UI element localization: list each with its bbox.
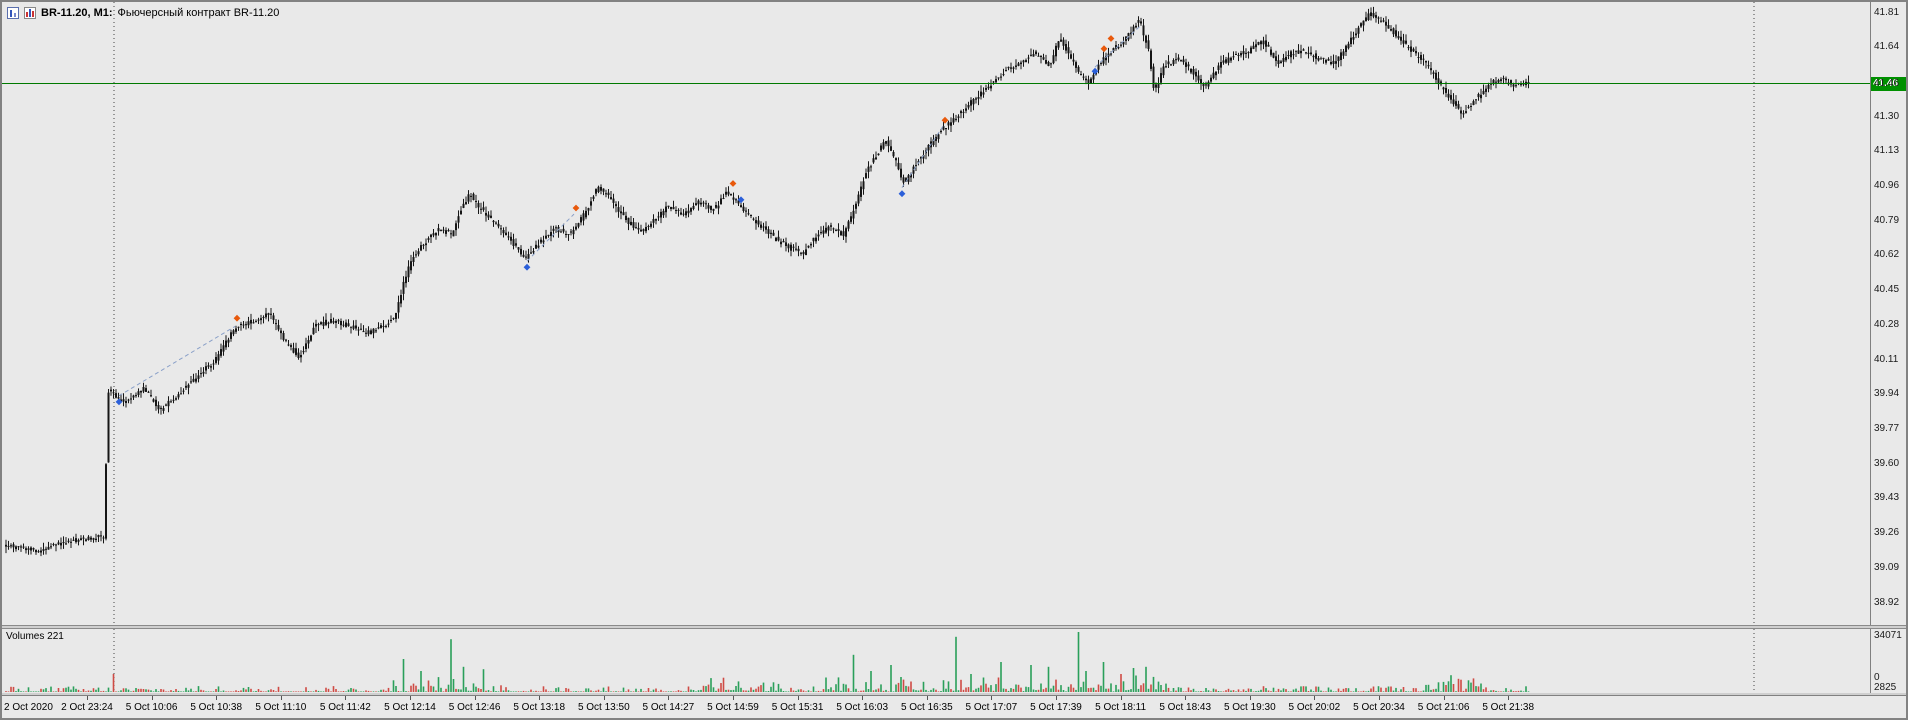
time-axis-label: 5 Oct 15:31 [771, 702, 824, 713]
current-price-tag: 41.46 [1871, 76, 1906, 91]
time-axis-tick [216, 696, 218, 700]
pane-splitter[interactable] [2, 625, 1906, 629]
time-axis-tick [603, 696, 605, 700]
signal-marker-red [729, 180, 737, 187]
time-axis-tick [87, 696, 88, 700]
price-tick-label: 40.79 [1874, 214, 1900, 226]
time-axis-tick [1120, 696, 1122, 700]
time-axis-tick [1443, 696, 1445, 700]
time-axis-label: 5 Oct 16:03 [836, 702, 889, 713]
time-axis-label: 5 Oct 12:46 [448, 702, 501, 713]
time-axis-label: 5 Oct 21:38 [1482, 702, 1535, 713]
price-tick-label: 39.60 [1874, 457, 1900, 469]
time-axis-tick [797, 696, 799, 700]
time-axis-label: 5 Oct 19:30 [1223, 702, 1276, 713]
price-tick-label: 40.45 [1874, 284, 1900, 296]
signal-marker-blue [1091, 67, 1099, 75]
volume-canvas[interactable] [2, 629, 1870, 693]
time-axis-tick [926, 696, 928, 700]
price-tick-label: 39.09 [1874, 561, 1900, 573]
price-tick-label: 40.96 [1874, 180, 1900, 191]
volume-scale-max: 34071 [1874, 630, 1902, 641]
time-axis-label: 5 Oct 18:11 [1095, 702, 1147, 713]
time-axis-label: 5 Oct 11:42 [319, 702, 371, 713]
signal-marker-blue [898, 190, 906, 198]
price-tick-label: 40.11 [1874, 353, 1899, 365]
time-axis[interactable]: 2 Oct 2020 2 Oct 23:24 5 Oct 10:06 5 Oct 10… [2, 696, 1906, 718]
time-axis-tick [862, 696, 864, 700]
time-axis-label: 5 Oct 17:39 [1030, 702, 1082, 713]
time-axis-tick [1314, 696, 1316, 700]
time-axis-tick [1056, 696, 1057, 700]
signal-marker-red [233, 314, 241, 322]
price-tick-label: 41.46 [1874, 78, 1900, 89]
time-axis-label: 5 Oct 14:27 [642, 702, 695, 713]
time-axis-tick [474, 696, 476, 700]
volume-pane[interactable]: Volumes 221 [2, 629, 1870, 693]
price-tick-label: 39.94 [1874, 388, 1900, 400]
time-axis-tick [991, 696, 993, 700]
time-axis-label: 5 Oct 13:50 [577, 702, 630, 713]
time-axis-tick [733, 696, 734, 700]
price-chart-pane[interactable]: BR-11.20, M1: Фьючерсный контракт BR-11.… [2, 2, 1870, 625]
chart-description: Фьючерсный контракт BR-11.20 [117, 7, 280, 19]
time-axis-label: 5 Oct 20:02 [1288, 702, 1341, 713]
time-axis-label: 5 Oct 20:34 [1353, 702, 1405, 713]
time-axis-label: 2 Oct 2020 [4, 702, 53, 713]
price-tick-label: 41.81 [1874, 6, 1900, 18]
price-tick-label: 41.30 [1874, 110, 1900, 122]
price-axis[interactable]: 41.46 34071 0 2825 41.81 41.64 41.46 41.30 4… [1870, 2, 1906, 696]
signal-marker-blue [523, 263, 531, 271]
price-tick-label: 39.77 [1874, 423, 1900, 434]
price-tick-label: 41.64 [1874, 41, 1900, 53]
chart-title-overlay: BR-11.20, M1: Фьючерсный контракт BR-11.… [7, 6, 279, 20]
time-axis-label: 5 Oct 21:06 [1417, 702, 1470, 713]
price-tick-label: 39.26 [1874, 527, 1900, 539]
signal-marker-red [1100, 45, 1108, 53]
bars-chart-icon [24, 7, 36, 19]
chart-window-icon [7, 7, 19, 19]
price-tick-label: 41.13 [1874, 145, 1900, 157]
time-axis-tick [1249, 696, 1251, 700]
time-axis-label: 5 Oct 13:18 [513, 702, 566, 713]
price-tick-label: 40.28 [1874, 318, 1900, 330]
signal-marker-red [1107, 35, 1115, 42]
time-axis-tick [539, 696, 541, 700]
time-axis-tick [410, 696, 411, 700]
time-axis-label: 5 Oct 14:59 [707, 702, 759, 713]
time-axis-tick [668, 696, 670, 700]
price-tick-label: 38.92 [1874, 596, 1900, 608]
volume-indicator-label: Volumes 221 [6, 631, 64, 642]
time-axis-label: 5 Oct 12:14 [384, 702, 436, 713]
signal-marker-blue [115, 398, 123, 406]
time-axis-label: 5 Oct 16:35 [900, 702, 953, 713]
price-tick-label: 40.62 [1874, 249, 1900, 261]
volume-scale-value: 2825 [1874, 682, 1897, 693]
time-axis-tick [1508, 696, 1510, 700]
price-tick-label: 39.43 [1874, 492, 1900, 504]
signal-marker-red [941, 116, 949, 124]
time-axis-tick [151, 696, 153, 700]
time-axis-label: 5 Oct 17:07 [965, 702, 1018, 713]
time-axis-tick [1379, 696, 1380, 700]
time-axis-tick [1185, 696, 1187, 700]
axis-splitter [2, 693, 1906, 696]
signal-marker-red [572, 204, 580, 212]
chart-symbol-timeframe: BR-11.20, M1: [41, 7, 113, 19]
volume-scale-zero: 0 [1874, 672, 1880, 683]
time-axis-tick [280, 696, 282, 700]
time-axis-label: 5 Oct 11:10 [255, 702, 307, 713]
time-axis-label: 5 Oct 10:38 [190, 702, 243, 713]
time-axis-label: 2 Oct 23:24 [61, 702, 113, 713]
time-axis-label: 5 Oct 18:43 [1159, 702, 1212, 713]
price-chart-canvas[interactable] [2, 2, 1870, 625]
time-axis-label: 5 Oct 10:06 [125, 702, 178, 713]
time-axis-tick [345, 696, 347, 700]
